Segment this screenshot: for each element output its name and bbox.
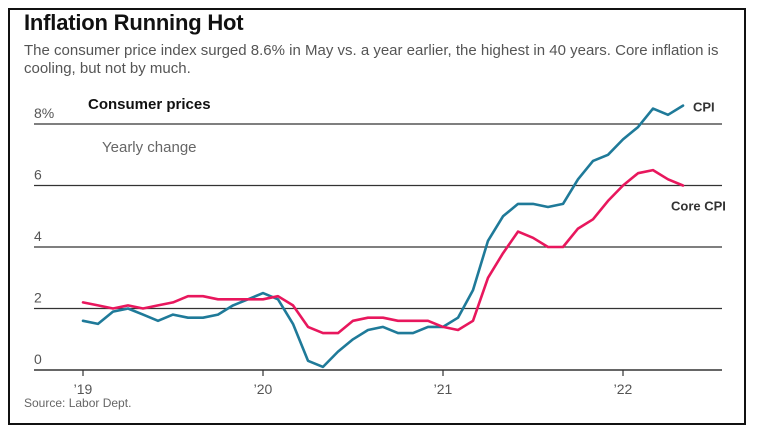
y-tick-label: 6 bbox=[34, 167, 42, 183]
panel-subtitle: Yearly change bbox=[102, 139, 197, 156]
x-tick-label: ’20 bbox=[254, 381, 273, 397]
series-line-cpi bbox=[81, 104, 685, 369]
series-line-core-cpi bbox=[81, 168, 685, 335]
y-tick-label: 8% bbox=[34, 105, 54, 121]
series-labels: CPI Core CPI bbox=[671, 100, 726, 214]
y-tick-label: 2 bbox=[34, 290, 42, 306]
panel-title: Consumer prices bbox=[88, 96, 211, 113]
series-lines bbox=[81, 104, 685, 369]
chart-frame bbox=[8, 8, 746, 425]
x-tick-label: ’19 bbox=[74, 381, 93, 397]
x-tick-label: ’21 bbox=[434, 381, 453, 397]
source-note: Source: Labor Dept. bbox=[24, 396, 132, 410]
x-axis-ticks: ’19 ’20 ’21 ’22 bbox=[74, 370, 633, 397]
x-tick-label: ’22 bbox=[614, 381, 633, 397]
series-label-cpi: CPI bbox=[693, 100, 715, 115]
series-label-core-cpi: Core CPI bbox=[671, 199, 726, 214]
y-tick-label: 0 bbox=[34, 351, 42, 367]
y-tick-label: 4 bbox=[34, 228, 42, 244]
chart-subtitle: The consumer price index surged 8.6% in … bbox=[24, 42, 719, 77]
chart-title: Inflation Running Hot bbox=[24, 10, 244, 35]
gridlines bbox=[34, 123, 722, 371]
y-axis-ticks: 0 2 4 6 8% bbox=[34, 105, 54, 367]
